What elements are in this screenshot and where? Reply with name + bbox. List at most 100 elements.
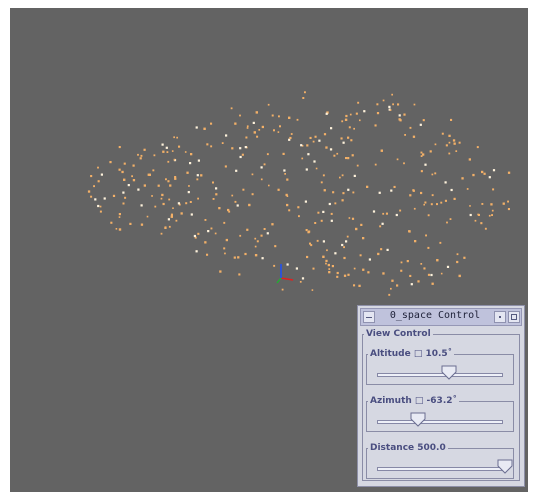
star-point xyxy=(124,196,127,199)
star-point xyxy=(168,198,171,201)
minimize-button[interactable] xyxy=(494,311,506,323)
altitude-label: Altitude □ 10.5˚ xyxy=(370,349,453,359)
star-point xyxy=(406,260,409,263)
star-point xyxy=(362,237,365,240)
star-point xyxy=(157,184,160,187)
star-point xyxy=(362,268,365,271)
star-point xyxy=(403,162,405,165)
star-point xyxy=(251,173,254,176)
star-point xyxy=(484,227,487,230)
star-point xyxy=(325,112,328,115)
star-point xyxy=(189,201,192,203)
star-point xyxy=(180,212,183,215)
star-point xyxy=(273,264,276,267)
star-point xyxy=(266,232,269,235)
star-point xyxy=(234,122,237,125)
star-point xyxy=(322,174,325,177)
star-point xyxy=(408,230,410,232)
star-point xyxy=(300,144,303,147)
star-point xyxy=(190,213,193,216)
star-point xyxy=(286,203,289,207)
star-point xyxy=(143,184,146,187)
star-point xyxy=(492,169,496,172)
star-point xyxy=(390,189,393,192)
view-control-label: View Control xyxy=(366,329,431,339)
star-point xyxy=(312,267,315,270)
window-titlebar[interactable]: 0_space Control xyxy=(360,308,522,326)
star-point xyxy=(297,206,300,209)
star-point xyxy=(283,169,286,172)
axis-x-line xyxy=(280,277,294,281)
3d-viewport[interactable] xyxy=(10,8,528,492)
star-point xyxy=(289,136,292,140)
star-point xyxy=(225,238,228,242)
window-menu-button[interactable] xyxy=(363,311,375,323)
star-point xyxy=(188,185,190,187)
star-point xyxy=(118,146,121,149)
star-point xyxy=(97,180,100,183)
star-point xyxy=(258,129,261,131)
star-point xyxy=(343,246,345,249)
star-point xyxy=(196,178,199,181)
star-point xyxy=(241,153,244,156)
star-point xyxy=(254,245,257,248)
star-point xyxy=(260,166,263,169)
star-point xyxy=(251,193,254,196)
altitude-slider-thumb[interactable] xyxy=(441,365,457,380)
star-point xyxy=(412,135,416,138)
star-point xyxy=(341,174,344,177)
star-point xyxy=(466,188,469,190)
azimuth-slider-thumb[interactable] xyxy=(410,412,426,427)
star-point xyxy=(472,173,475,177)
star-point xyxy=(100,173,103,176)
star-point xyxy=(219,270,222,273)
altitude-slider-track[interactable] xyxy=(377,373,503,377)
star-point xyxy=(281,288,284,291)
star-point xyxy=(450,188,453,192)
star-point xyxy=(239,234,242,237)
distance-slider-track[interactable] xyxy=(377,467,503,471)
star-point xyxy=(349,113,352,116)
star-point xyxy=(129,222,132,225)
star-point xyxy=(315,167,318,170)
star-point xyxy=(110,221,113,224)
star-point xyxy=(273,129,275,132)
star-point xyxy=(440,272,443,275)
star-point xyxy=(404,134,406,136)
star-point xyxy=(468,158,471,161)
star-point xyxy=(245,136,248,139)
star-point xyxy=(320,181,323,184)
star-point xyxy=(336,152,339,155)
star-point xyxy=(186,171,189,174)
star-point xyxy=(132,164,135,167)
maximize-button[interactable] xyxy=(508,311,520,323)
star-point xyxy=(434,172,437,175)
star-point xyxy=(332,191,335,194)
distance-slider-thumb[interactable] xyxy=(497,459,513,474)
star-point xyxy=(359,254,362,257)
star-point xyxy=(203,127,206,130)
star-point xyxy=(476,146,479,149)
star-point xyxy=(353,284,356,287)
star-point xyxy=(267,103,270,106)
star-point xyxy=(376,112,380,115)
star-point xyxy=(409,126,412,129)
star-point xyxy=(238,273,241,276)
star-point xyxy=(347,188,350,191)
star-point xyxy=(168,225,171,228)
azimuth-slider-track[interactable] xyxy=(377,420,503,424)
star-point xyxy=(230,107,233,110)
star-point xyxy=(299,281,302,283)
star-point xyxy=(122,191,125,194)
star-point xyxy=(431,173,434,176)
star-point xyxy=(398,118,401,121)
star-point xyxy=(329,148,333,151)
star-point xyxy=(214,232,217,235)
star-point xyxy=(256,135,259,138)
star-point xyxy=(469,205,471,207)
star-point xyxy=(271,114,274,117)
star-point xyxy=(231,194,234,197)
star-point xyxy=(448,134,451,137)
star-point xyxy=(307,153,310,156)
star-point xyxy=(351,154,354,157)
